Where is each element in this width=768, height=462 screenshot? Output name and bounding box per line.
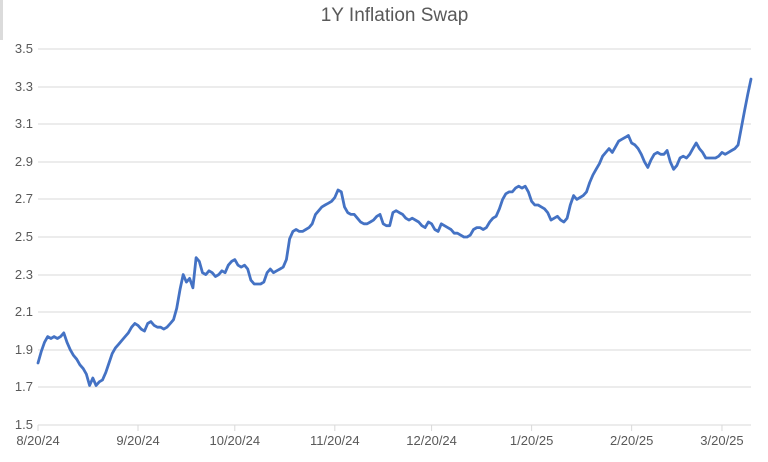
- y-axis-label: 3.1: [14, 116, 33, 132]
- y-axis-label: 3.5: [14, 41, 33, 56]
- series-line: [36, 77, 753, 387]
- x-axis-label: 3/20/25: [700, 433, 744, 448]
- y-axis-label: 1.9: [14, 341, 33, 357]
- x-axis-label: 10/20/24: [209, 433, 261, 448]
- y-axis-label: 2.9: [14, 153, 33, 169]
- x-axis-label: 2/20/25: [609, 433, 654, 448]
- y-axis-label: 2.3: [14, 266, 33, 282]
- x-axis-label: 11/20/24: [309, 433, 360, 448]
- chart-title: 1Y Inflation Swap: [320, 5, 469, 26]
- y-axis-label: 1.7: [14, 379, 33, 395]
- x-axis-label: 1/20/25: [509, 433, 554, 448]
- x-axis-label: 8/20/24: [16, 433, 60, 448]
- chart-border-fragment: [0, 0, 3, 40]
- x-axis-label: 9/20/24: [116, 433, 160, 448]
- y-axis-label: 1.5: [14, 417, 33, 432]
- x-axis-label: 12/20/24: [406, 433, 457, 448]
- y-axis-label: 2.5: [14, 229, 33, 244]
- y-axis-label: 3.3: [14, 78, 33, 94]
- y-axis-label: 2.7: [14, 191, 33, 207]
- y-axis-label: 2.1: [14, 304, 33, 320]
